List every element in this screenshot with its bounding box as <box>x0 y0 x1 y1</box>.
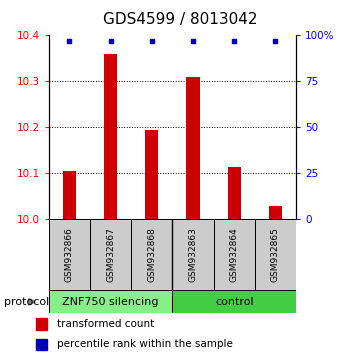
Text: percentile rank within the sample: percentile rank within the sample <box>57 339 233 349</box>
Text: GSM932865: GSM932865 <box>271 227 280 282</box>
Bar <box>172 219 214 290</box>
Bar <box>63 171 76 219</box>
Point <box>231 38 237 44</box>
Text: GSM932866: GSM932866 <box>65 227 74 282</box>
Bar <box>131 219 173 290</box>
Bar <box>104 54 117 219</box>
Text: GDS4599 / 8013042: GDS4599 / 8013042 <box>103 12 258 27</box>
Bar <box>269 206 282 219</box>
Text: control: control <box>215 297 253 307</box>
Text: GSM932867: GSM932867 <box>106 227 115 282</box>
Text: transformed count: transformed count <box>57 319 155 329</box>
Bar <box>49 290 172 313</box>
Point <box>108 38 113 44</box>
Text: GSM932864: GSM932864 <box>230 228 239 282</box>
Point <box>66 38 72 44</box>
Bar <box>145 130 158 219</box>
Bar <box>214 219 255 290</box>
Point <box>149 38 155 44</box>
Bar <box>36 338 47 350</box>
Point <box>190 38 196 44</box>
Text: GSM932863: GSM932863 <box>188 227 197 282</box>
Text: protocol: protocol <box>4 297 49 307</box>
Bar <box>172 290 296 313</box>
Bar <box>49 219 90 290</box>
Bar <box>227 166 241 219</box>
Text: GSM932868: GSM932868 <box>147 227 156 282</box>
Text: ZNF750 silencing: ZNF750 silencing <box>62 297 159 307</box>
Bar <box>186 77 200 219</box>
Bar <box>36 318 47 330</box>
Point <box>273 38 278 44</box>
Bar <box>90 219 131 290</box>
Bar <box>255 219 296 290</box>
